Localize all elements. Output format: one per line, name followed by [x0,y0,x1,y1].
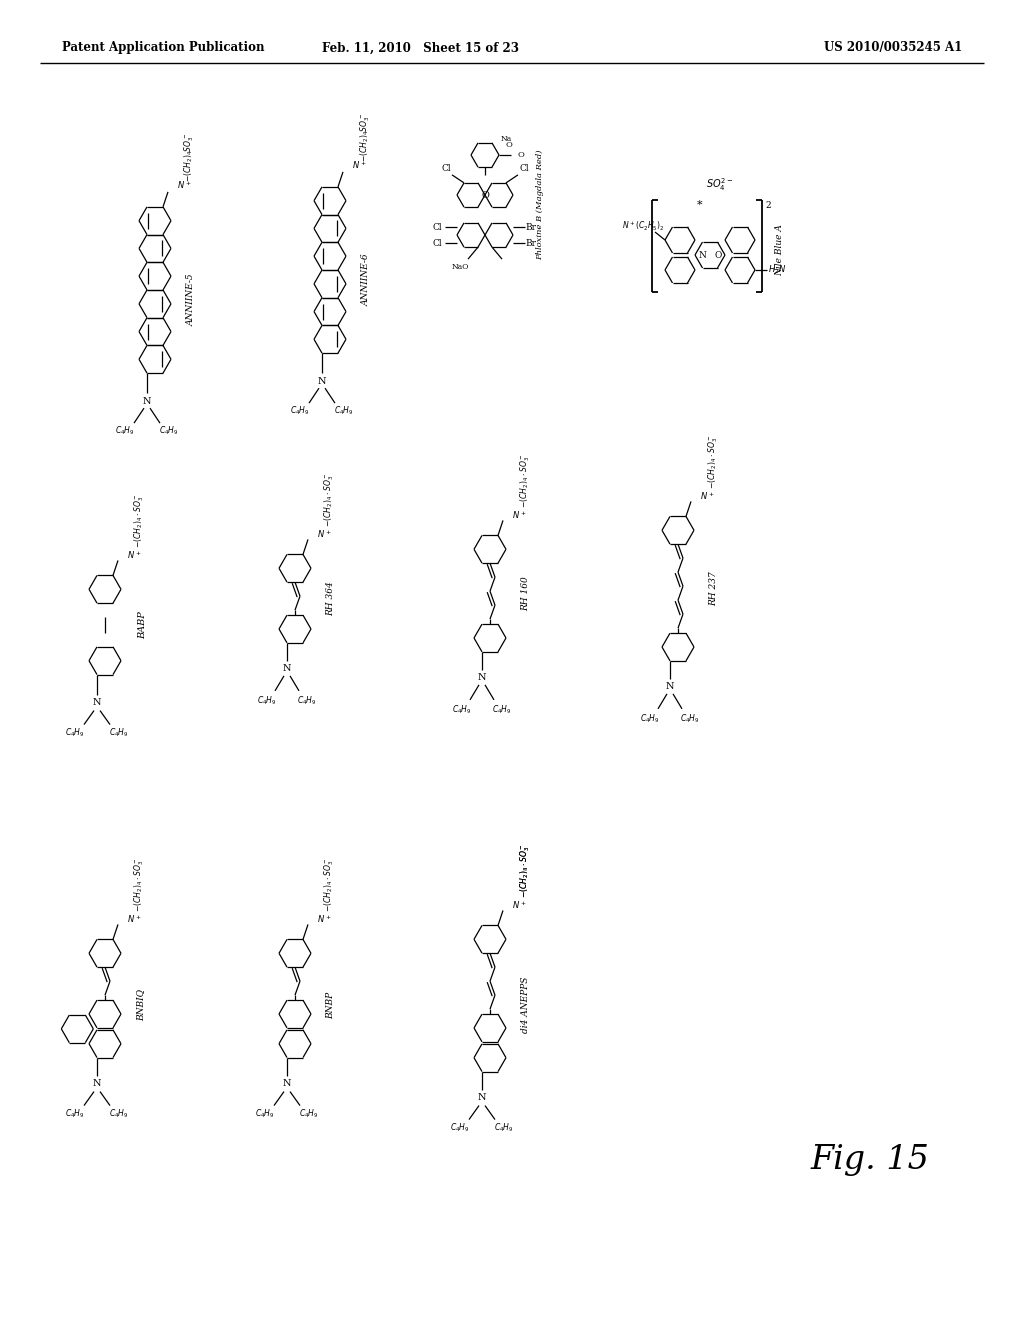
Text: $-(CH_2)_4\cdot SO_3^-$: $-(CH_2)_4\cdot SO_3^-$ [323,857,337,912]
Text: $C_4H_9$: $C_4H_9$ [495,1121,514,1134]
Text: N: N [142,396,152,405]
Text: $C_4H_9$: $C_4H_9$ [257,694,276,708]
Text: BABP: BABP [138,611,147,639]
Text: RH 364: RH 364 [327,581,336,616]
Text: $N^+$: $N^+$ [317,913,332,925]
Text: Phloxine B (Magdala Red): Phloxine B (Magdala Red) [536,149,544,260]
Text: $N^+$: $N^+$ [127,913,141,925]
Text: $C_4H_9$: $C_4H_9$ [255,1107,274,1119]
Text: Br: Br [525,239,537,248]
Text: Nile Blue A: Nile Blue A [775,224,784,276]
Text: $N^+$: $N^+$ [317,528,332,540]
Text: $-(CH_2)_4\cdot SO_3^-$: $-(CH_2)_4\cdot SO_3^-$ [518,843,531,898]
Text: $-(CH_2)_4\cdot SO_3^-$: $-(CH_2)_4\cdot SO_3^-$ [706,434,720,488]
Text: $C_4H_9$: $C_4H_9$ [66,726,85,739]
Text: Fig. 15: Fig. 15 [811,1144,930,1176]
Text: ANNIINE-6: ANNIINE-6 [361,253,371,306]
Text: N: N [478,1093,486,1102]
Text: RH 160: RH 160 [521,577,530,611]
Text: di4 ANEPPS: di4 ANEPPS [521,977,530,1034]
Text: N: N [478,673,486,682]
Text: $C_4H_9$: $C_4H_9$ [159,425,179,437]
Text: $-(CH_2)_3\cdot SO_3^-$: $-(CH_2)_3\cdot SO_3^-$ [518,843,531,898]
Text: $N^+$: $N^+$ [352,158,367,170]
Text: 2: 2 [765,201,771,210]
Text: O: O [481,190,488,199]
Text: ANNIINE-5: ANNIINE-5 [186,273,196,326]
Text: $C_4H_9$: $C_4H_9$ [299,1107,318,1119]
Text: Cl: Cl [519,165,528,173]
Text: N: N [93,698,101,708]
Text: $C_4H_9$: $C_4H_9$ [290,405,310,417]
Text: BNBP: BNBP [327,991,336,1019]
Text: Br: Br [525,223,537,231]
Text: BNBIQ: BNBIQ [136,989,145,1020]
Text: $N^+$: $N^+$ [177,180,191,190]
Text: N: N [666,682,674,692]
Text: $C_4H_9$: $C_4H_9$ [451,1121,470,1134]
Text: $C_4H_9$: $C_4H_9$ [115,425,135,437]
Text: $-(CH_2)_4\cdot SO_3^-$: $-(CH_2)_4\cdot SO_3^-$ [323,473,337,527]
Text: Patent Application Publication: Patent Application Publication [62,41,264,54]
Text: $-(CH_2)_4\cdot SO_3^-$: $-(CH_2)_4\cdot SO_3^-$ [133,494,146,548]
Text: N: N [283,1078,291,1088]
Text: $C_4H_9$: $C_4H_9$ [680,713,699,725]
Text: $H_2N$: $H_2N$ [768,264,786,276]
Text: $N^+$: $N^+$ [512,900,526,911]
Text: $C_4H_9$: $C_4H_9$ [110,726,129,739]
Text: O: O [506,141,512,149]
Text: RH 237: RH 237 [710,572,719,606]
Text: $-(CH_2)_4SO_3^-$: $-(CH_2)_4SO_3^-$ [183,132,197,182]
Text: $N^+(C_2H_5)_2$: $N^+(C_2H_5)_2$ [622,219,665,232]
Text: Cl: Cl [441,165,451,173]
Text: N: N [283,664,291,673]
Text: Feb. 11, 2010   Sheet 15 of 23: Feb. 11, 2010 Sheet 15 of 23 [322,41,518,54]
Text: $-(CH_2)_4SO_3^-$: $-(CH_2)_4SO_3^-$ [358,112,372,161]
Text: $C_4H_9$: $C_4H_9$ [334,405,354,417]
Text: $C_4H_9$: $C_4H_9$ [493,704,512,717]
Text: NaO: NaO [452,263,469,271]
Text: $N^+$: $N^+$ [512,510,526,521]
Text: $C_4H_9$: $C_4H_9$ [66,1107,85,1119]
Text: N: N [698,251,706,260]
Text: N: N [93,1078,101,1088]
Text: $C_4H_9$: $C_4H_9$ [453,704,472,717]
Text: Cl: Cl [432,223,441,231]
Text: $C_4H_9$: $C_4H_9$ [297,694,316,708]
Text: $C_4H_9$: $C_4H_9$ [640,713,659,725]
Text: Na: Na [501,135,512,143]
Text: O: O [517,150,524,158]
Text: Cl: Cl [432,239,441,248]
Text: N: N [317,376,327,385]
Text: $N^+$: $N^+$ [700,491,715,503]
Text: $-(CH_2)_4\cdot SO_3^-$: $-(CH_2)_4\cdot SO_3^-$ [518,453,531,508]
Text: *: * [697,201,702,210]
Text: $SO_4^{2-}$: $SO_4^{2-}$ [707,177,733,194]
Text: US 2010/0035245 A1: US 2010/0035245 A1 [823,41,962,54]
Text: $N^+$: $N^+$ [127,549,141,561]
Text: O: O [715,251,722,260]
Text: $C_4H_9$: $C_4H_9$ [110,1107,129,1119]
Text: $-(CH_2)_4\cdot SO_3^-$: $-(CH_2)_4\cdot SO_3^-$ [133,857,146,912]
